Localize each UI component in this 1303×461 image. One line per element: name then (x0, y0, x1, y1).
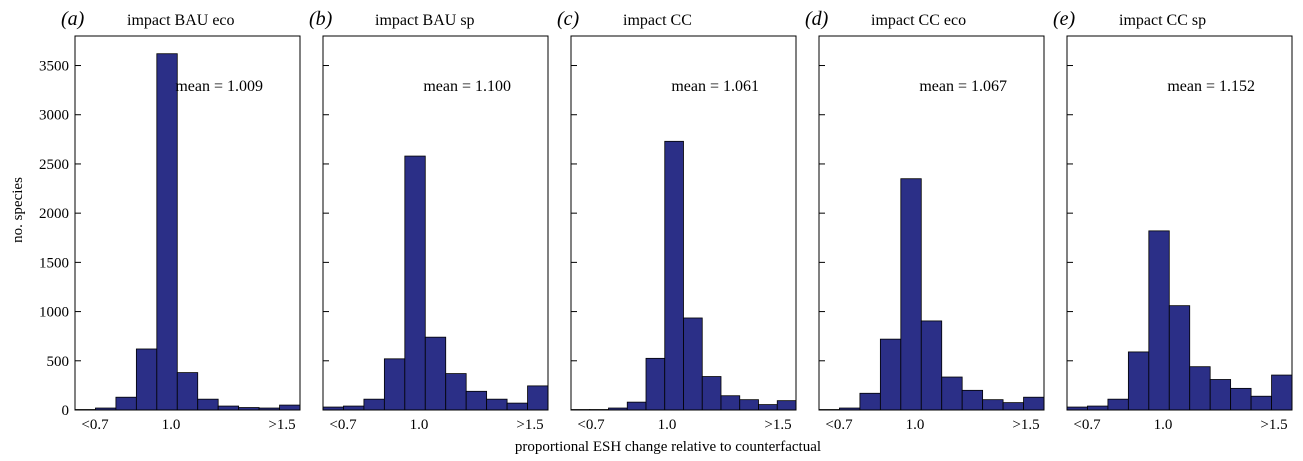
histogram-bar (982, 399, 1004, 411)
histogram-bar (1209, 379, 1232, 411)
panel-letter: (e) (1053, 8, 1076, 30)
histogram-bar (404, 155, 426, 411)
panel-title: impact CC (623, 12, 692, 29)
histogram-bar (197, 398, 219, 411)
histogram-bar (941, 376, 963, 411)
histogram-bar (900, 178, 922, 411)
histogram-bar (1189, 366, 1211, 411)
y-axis-label: no. species (10, 177, 26, 243)
panel-e: <0.7 1.0 >1.5 (e) impact CC sp mean = 1.152 (1053, 8, 1293, 433)
x-tick-label: >1.5 (268, 417, 295, 433)
histogram-bar (758, 404, 778, 411)
histogram-bar (776, 400, 797, 411)
mean-annotation: mean = 1.009 (175, 78, 263, 95)
y-tick-label: 500 (47, 354, 70, 370)
histogram-bar (701, 376, 722, 411)
x-tick-label: >1.5 (1260, 417, 1287, 433)
x-tick-label: 1.0 (410, 417, 429, 433)
mean-annotation: mean = 1.152 (1167, 78, 1255, 95)
histogram-bar (135, 348, 158, 411)
panel-title: impact BAU eco (127, 12, 235, 29)
mean-annotation: mean = 1.100 (423, 78, 511, 95)
histogram-bar (645, 357, 666, 411)
histogram-bar (527, 385, 549, 411)
histogram-bar (879, 338, 902, 411)
x-tick-label: <0.7 (1073, 417, 1101, 433)
histogram-bar (664, 140, 684, 411)
panel-letter: (a) (61, 8, 85, 30)
plot-frame (74, 35, 301, 411)
histogram-bar (465, 390, 488, 411)
histogram-bar (683, 317, 703, 411)
plot-frame (570, 35, 797, 411)
histogram-bar (486, 398, 508, 411)
x-tick-label: 1.0 (906, 417, 925, 433)
histogram-bar (279, 404, 301, 411)
histogram-bar (383, 358, 406, 411)
histogram-bar (1107, 398, 1129, 411)
histogram-bar (739, 399, 759, 411)
histogram-bar (217, 405, 240, 411)
histogram-bar (1271, 374, 1293, 411)
panels-group: 0 500 1000 1500 2000 2500 3000 3500 <0.7 1.0 >1.5 (… (39, 8, 1293, 433)
histogram-bar (720, 395, 741, 411)
histogram-bar (115, 396, 137, 411)
histogram-bar (1087, 405, 1109, 411)
plot-frame (322, 35, 549, 411)
y-tick-label: 1000 (39, 305, 69, 321)
histogram-bar (363, 398, 385, 411)
x-tick-label: 1.0 (1154, 417, 1173, 433)
x-tick-label: <0.7 (825, 417, 853, 433)
histogram-bar (1250, 395, 1272, 411)
histogram-bar (156, 53, 178, 411)
panel-title: impact CC sp (1119, 12, 1206, 29)
x-axis-label: proportional ESH change relative to coun… (515, 439, 821, 455)
x-tick-label: 1.0 (658, 417, 677, 433)
panel-d: <0.7 1.0 >1.5 (d) impact CC eco mean = 1.067 (805, 8, 1045, 433)
panel-letter: (c) (557, 8, 580, 30)
histogram-bar (424, 336, 447, 411)
x-tick-label: <0.7 (329, 417, 357, 433)
y-tick-label: 2500 (39, 157, 69, 173)
histogram-bar (343, 405, 365, 411)
x-tick-label: <0.7 (577, 417, 605, 433)
y-tick-label: 1500 (39, 255, 69, 271)
y-tick-label: 3000 (39, 108, 69, 124)
panel-a: 0 500 1000 1500 2000 2500 3000 3500 <0.7 1.0 >1.5 (… (39, 8, 301, 433)
x-tick-label: >1.5 (1012, 417, 1039, 433)
plot-frame (818, 35, 1045, 411)
x-tick-label: 1.0 (162, 417, 181, 433)
plot-frame (1066, 35, 1293, 411)
histogram-bar (859, 392, 881, 411)
histogram-bar (626, 401, 647, 411)
y-tick-label: 3500 (39, 59, 69, 75)
histogram-bar (506, 402, 528, 411)
mean-annotation: mean = 1.061 (671, 78, 759, 95)
x-tick-label: >1.5 (764, 417, 791, 433)
y-tick-label: 0 (62, 403, 70, 419)
histogram-bar (920, 320, 943, 411)
panel-title: impact CC eco (871, 12, 966, 29)
panel-letter: (b) (309, 8, 333, 30)
histogram-bar (1023, 396, 1045, 411)
x-tick-label: >1.5 (516, 417, 543, 433)
x-tick-label: <0.7 (81, 417, 109, 433)
histogram-bar (1230, 387, 1252, 411)
panel-c: <0.7 1.0 >1.5 (c) impact CC mean = 1.061 (557, 8, 797, 433)
histogram-bar (1127, 351, 1150, 411)
panel-b: <0.7 1.0 >1.5 (b) impact BAU sp mean = 1.100 (309, 8, 549, 433)
histogram-bar (176, 372, 199, 411)
y-tick-label: 2000 (39, 206, 69, 222)
panel-letter: (d) (805, 8, 829, 30)
histogram-bar (1168, 305, 1191, 411)
histogram-bar (1148, 230, 1170, 411)
histogram-bar (961, 389, 984, 411)
histogram-bar (445, 373, 467, 411)
histogram-bar (1002, 402, 1024, 411)
mean-annotation: mean = 1.067 (919, 78, 1007, 95)
panel-title: impact BAU sp (375, 12, 475, 29)
